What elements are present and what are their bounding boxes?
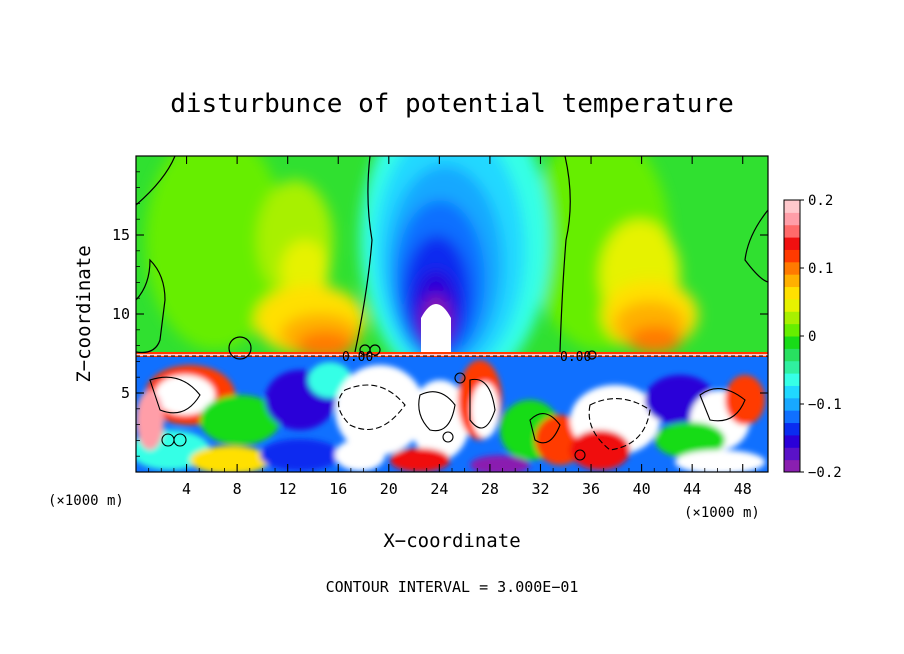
- colorbar-swatch-0: [784, 459, 800, 473]
- x-tick-label-11: 48: [734, 480, 752, 498]
- colorbar-swatch-18: [784, 237, 800, 250]
- x-tick-label-6: 28: [481, 480, 499, 498]
- colorbar-swatch-17: [784, 249, 800, 263]
- plot-area: 0.00 0.00: [136, 156, 768, 472]
- x-tick-label-9: 40: [633, 480, 651, 498]
- colorbar-swatch-16: [784, 261, 800, 275]
- x-tick-label-10: 44: [683, 480, 701, 498]
- colorbar-tick-label-0: 0.2: [808, 193, 833, 209]
- colorbar-swatch-21: [784, 200, 800, 213]
- colorbar-swatch-11: [784, 323, 800, 337]
- colorbar-swatch-1: [784, 447, 800, 461]
- y-tick-label-0: 5: [121, 384, 130, 402]
- colorbar-swatch-13: [784, 298, 800, 312]
- colorbar: 0.2 0.1 0 −0.1 −0.2: [783, 193, 842, 481]
- colorbar-swatch-20: [784, 212, 800, 226]
- contour-interval-note: CONTOUR INTERVAL = 3.000E−01: [326, 578, 579, 596]
- colorbar-swatch-19: [784, 224, 800, 238]
- chart-title: disturbunce of potential temperature: [170, 89, 734, 119]
- contour-label-2: 0.00: [560, 350, 591, 365]
- y-tick-label-1: 10: [112, 305, 130, 323]
- lower-field: [136, 357, 768, 472]
- x-tick-label-1: 8: [233, 480, 242, 498]
- x-tick-label-4: 20: [380, 480, 398, 498]
- x-tick-label-8: 36: [582, 480, 600, 498]
- x-tick-label-7: 32: [531, 480, 549, 498]
- colorbar-swatch-12: [784, 311, 800, 325]
- colorbar-tick-label-4: −0.2: [808, 465, 842, 481]
- y-tick-label-2: 15: [112, 226, 130, 244]
- colorbar-swatch-3: [784, 422, 800, 436]
- x-tick-label-2: 12: [279, 480, 297, 498]
- colorbar-swatch-8: [784, 360, 800, 374]
- colorbar-swatch-2: [784, 434, 800, 448]
- y-axis-label: Z−coordinate: [73, 245, 95, 382]
- colorbar-swatch-6: [784, 385, 800, 399]
- x-unit-left: (×1000 m): [48, 493, 124, 509]
- colorbar-swatch-9: [784, 348, 800, 362]
- colorbar-swatch-4: [784, 410, 800, 424]
- colorbar-swatch-5: [784, 397, 800, 411]
- colorbar-tick-label-2: 0: [808, 329, 816, 345]
- x-unit-right: (×1000 m): [684, 505, 760, 521]
- x-tick-label-0: 4: [182, 480, 191, 498]
- x-tick-label-3: 16: [329, 480, 347, 498]
- colorbar-tick-label-3: −0.1: [808, 397, 842, 413]
- colorbar-swatch-7: [784, 373, 800, 386]
- colorbar-swatch-10: [784, 336, 800, 349]
- colorbar-tick-label-1: 0.1: [808, 261, 833, 277]
- contour-lines: [136, 156, 768, 360]
- colorbar-swatch-15: [784, 274, 800, 288]
- contour-label: 0.00: [342, 350, 373, 365]
- x-axis-label: X−coordinate: [383, 530, 520, 552]
- x-tick-label-5: 24: [430, 480, 448, 498]
- colorbar-swatch-14: [784, 286, 800, 300]
- upper-field: [136, 156, 768, 390]
